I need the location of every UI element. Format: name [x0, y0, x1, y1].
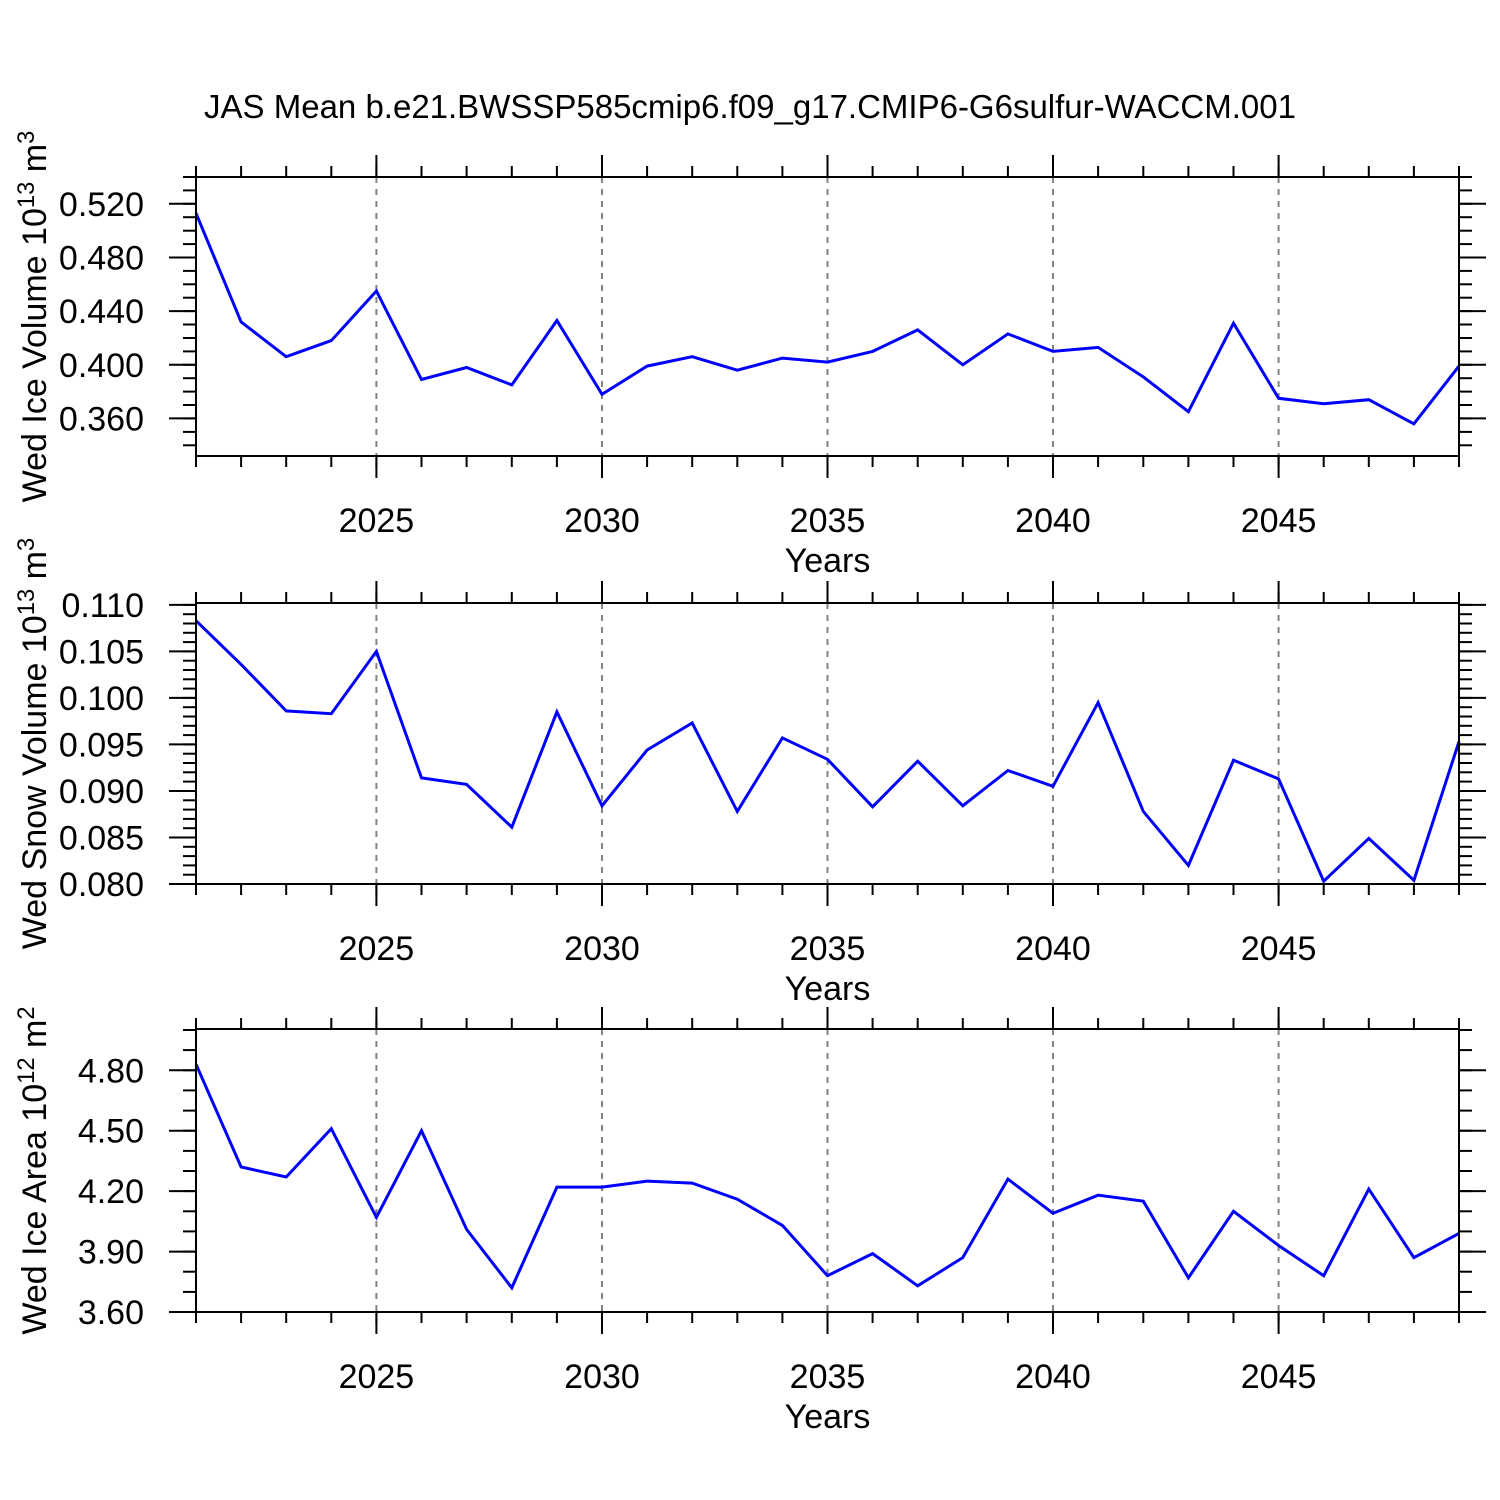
chart-title: JAS Mean b.e21.BWSSP585cmip6.f09_g17.CMI… [204, 88, 1296, 125]
y-tick-label-0.400: 0.400 [59, 347, 144, 385]
panel-ice-area: 2025 2030 2035 2040 2045 3.60 3.90 4.20 4.50 4.80… [13, 1006, 1486, 1436]
y-tick-label-3.90: 3.90 [78, 1234, 144, 1272]
y-tick-label-0.110: 0.110 [61, 587, 144, 625]
y-tick-label-0.520: 0.520 [59, 186, 144, 224]
x-tick-label-2030: 2030 [564, 930, 640, 968]
x-tick-label-2045: 2045 [1241, 502, 1317, 540]
x-axis-label: Years [785, 970, 871, 1008]
y-tick-label-0.480: 0.480 [59, 240, 144, 278]
axis-ticks [169, 155, 1486, 478]
x-tick-label-2045: 2045 [1241, 930, 1317, 968]
axis-ticks [169, 1007, 1486, 1334]
y-tick-label-0.360: 0.360 [59, 400, 144, 438]
axis-ticks [169, 581, 1486, 906]
y-tick-label-0.095: 0.095 [59, 726, 144, 764]
panel-ice-volume: 2025 2030 2035 2040 2045 0.360 0.400 0.440 0.480… [13, 131, 1486, 580]
x-tick-label-2030: 2030 [564, 1358, 640, 1396]
panel-frame [195, 602, 1460, 885]
x-tick-label-2035: 2035 [790, 1358, 866, 1396]
x-axis-label: Years [785, 542, 871, 580]
ice-area-series-line [194, 1063, 1460, 1291]
x-tick-label-2030: 2030 [564, 502, 640, 540]
x-tick-label-2045: 2045 [1241, 1358, 1317, 1396]
snow-volume-series-line [194, 619, 1461, 884]
y-tick-label-4.80: 4.80 [78, 1052, 144, 1090]
y-tick-label-0.100: 0.100 [59, 680, 144, 718]
y-tick-label-3.60: 3.60 [78, 1294, 144, 1332]
y-tick-label-4.20: 4.20 [78, 1173, 144, 1211]
y-axis-label: Wed Snow Volume 1013 m3 [13, 538, 54, 949]
y-tick-label-0.090: 0.090 [59, 773, 144, 811]
panel-snow-volume: 2025 2030 2035 2040 2045 0.080 0.085 0.090 0.095… [13, 538, 1486, 1008]
x-tick-label-2025: 2025 [339, 1358, 415, 1396]
x-tick-label-2040: 2040 [1015, 930, 1091, 968]
y-tick-label-0.105: 0.105 [59, 633, 144, 671]
x-tick-label-2025: 2025 [339, 930, 415, 968]
y-tick-label-0.080: 0.080 [59, 866, 144, 904]
y-tick-label-0.440: 0.440 [59, 293, 144, 331]
y-axis-label: Wed Ice Volume 1013 m3 [13, 131, 54, 503]
x-tick-label-2035: 2035 [790, 502, 866, 540]
y-axis-label: Wed Ice Area 1012 m2 [13, 1006, 54, 1334]
x-tick-label-2035: 2035 [790, 930, 866, 968]
x-axis-label: Years [785, 1398, 871, 1436]
ice-volume-series-line [194, 212, 1461, 426]
x-tick-label-2040: 2040 [1015, 1358, 1091, 1396]
x-tick-label-2040: 2040 [1015, 502, 1091, 540]
y-tick-label-4.50: 4.50 [78, 1113, 144, 1151]
y-tick-label-0.085: 0.085 [59, 820, 144, 858]
x-tick-label-2025: 2025 [339, 502, 415, 540]
